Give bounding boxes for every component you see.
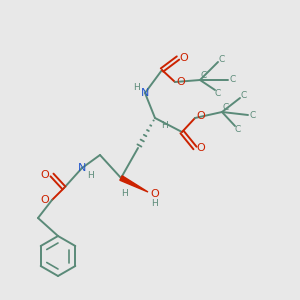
Text: H: H (87, 170, 93, 179)
Text: O: O (196, 143, 206, 153)
Polygon shape (120, 176, 148, 192)
Text: C: C (219, 56, 225, 64)
Text: H: H (122, 188, 128, 197)
Text: O: O (177, 77, 185, 87)
Text: N: N (141, 88, 149, 98)
Text: C: C (250, 110, 256, 119)
Text: N: N (78, 163, 86, 173)
Text: C: C (241, 92, 247, 100)
Text: H: H (134, 83, 140, 92)
Text: O: O (196, 111, 206, 121)
Text: O: O (40, 195, 50, 205)
Text: C: C (235, 125, 241, 134)
Text: C: C (230, 76, 236, 85)
Text: C: C (223, 103, 229, 112)
Text: C: C (215, 89, 221, 98)
Text: C: C (201, 71, 207, 80)
Text: H: H (152, 200, 158, 208)
Text: O: O (151, 189, 159, 199)
Text: H: H (162, 122, 168, 130)
Text: O: O (40, 170, 50, 180)
Text: O: O (180, 53, 188, 63)
